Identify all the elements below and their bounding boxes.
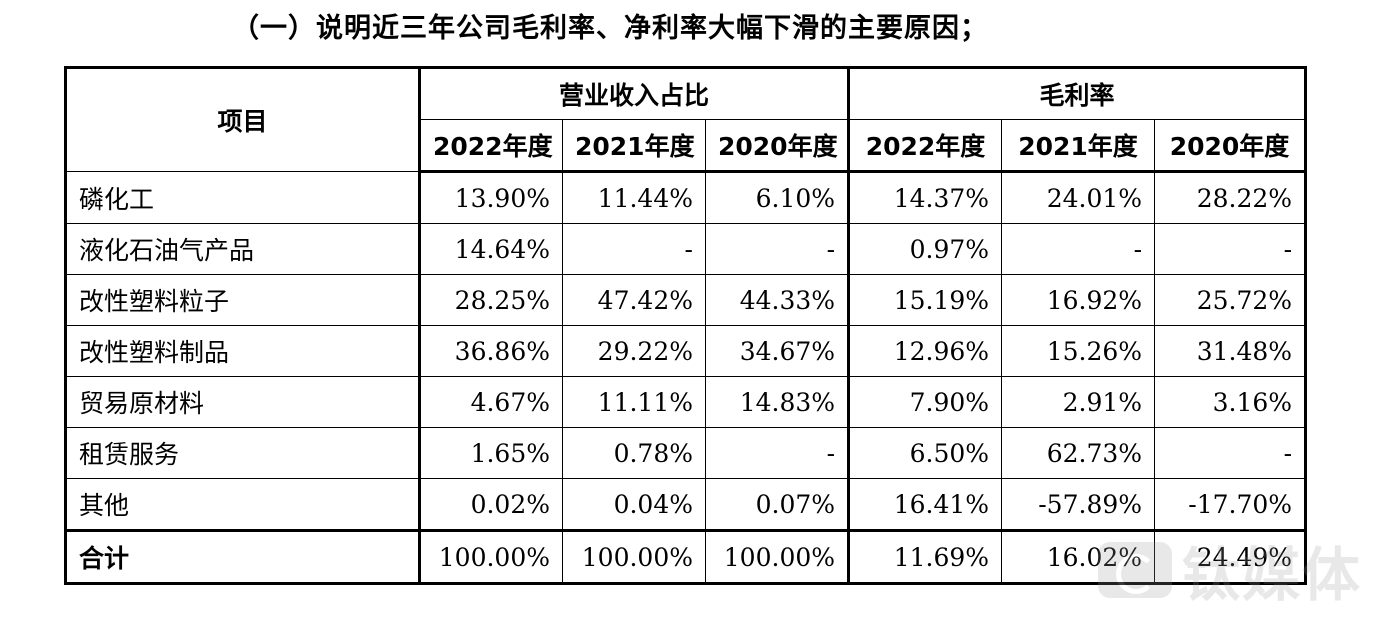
table-cell: 15.26% <box>1001 325 1156 377</box>
table-cell: 16.02% <box>1001 529 1156 584</box>
item-column-header: 项目 <box>65 67 421 172</box>
table-cell: 16.92% <box>1001 274 1156 326</box>
table-cell: 14.37% <box>847 171 1003 224</box>
table-cell: 3.16% <box>1154 376 1307 428</box>
row-label: 改性塑料制品 <box>65 325 421 377</box>
table-cell: 25.72% <box>1154 274 1307 326</box>
table-row: 磷化工 13.90% 11.44% 6.10% 14.37% 24.01% 28… <box>65 171 1307 224</box>
table-cell: -57.89% <box>1001 478 1156 531</box>
row-label: 租赁服务 <box>65 427 421 479</box>
table-cell: 62.73% <box>1001 427 1156 479</box>
year-header: 2020年度 <box>704 119 850 173</box>
table-cell: 0.97% <box>847 223 1003 275</box>
table-cell: 11.44% <box>562 171 706 224</box>
table-cell: 29.22% <box>562 325 706 377</box>
row-label: 液化石油气产品 <box>65 223 421 275</box>
table-cell: 44.33% <box>704 274 850 326</box>
table-row: 租赁服务 1.65% 0.78% - 6.50% 62.73% - <box>65 427 1307 479</box>
table-cell: 4.67% <box>419 376 563 428</box>
table-row: 改性塑料制品 36.86% 29.22% 34.67% 12.96% 15.26… <box>65 325 1307 377</box>
year-header: 2022年度 <box>419 119 563 173</box>
table-row: 改性塑料粒子 28.25% 47.42% 44.33% 15.19% 16.92… <box>65 274 1307 326</box>
table-cell: - <box>704 223 850 275</box>
year-header: 2022年度 <box>847 119 1003 173</box>
table-cell: 11.11% <box>562 376 706 428</box>
table-cell: 14.83% <box>704 376 850 428</box>
table-row: 贸易原材料 4.67% 11.11% 14.83% 7.90% 2.91% 3.… <box>65 376 1307 428</box>
year-header: 2021年度 <box>562 119 706 173</box>
margin-analysis-table: 项目 营业收入占比 毛利率 2022年度 2021年度 2020年度 2022年… <box>64 66 1308 585</box>
table-cell: 14.64% <box>419 223 563 275</box>
header-row-years: 2022年度 2021年度 2020年度 2022年度 2021年度 2020年… <box>66 119 1307 173</box>
section-heading: （一）说明近三年公司毛利率、净利率大幅下滑的主要原因； <box>232 13 988 44</box>
table-cell: 24.49% <box>1154 529 1307 584</box>
table-cell: 31.48% <box>1154 325 1307 377</box>
table-cell: 16.41% <box>847 478 1003 531</box>
total-row: 合计 100.00% 100.00% 100.00% 11.69% 16.02%… <box>65 529 1307 584</box>
table-cell: 7.90% <box>847 376 1003 428</box>
table-cell: 12.96% <box>847 325 1003 377</box>
table-cell: 36.86% <box>419 325 563 377</box>
row-label: 其他 <box>65 478 421 531</box>
table-cell: - <box>1001 223 1156 275</box>
table-row: 其他 0.02% 0.04% 0.07% 16.41% -57.89% -17.… <box>65 478 1307 531</box>
row-label: 改性塑料粒子 <box>65 274 421 326</box>
table-cell: 24.01% <box>1001 171 1156 224</box>
table-cell: 28.25% <box>419 274 563 326</box>
table-cell: 2.91% <box>1001 376 1156 428</box>
table-cell: 100.00% <box>419 529 563 584</box>
table-cell: 28.22% <box>1154 171 1307 224</box>
year-header: 2021年度 <box>1001 119 1156 173</box>
table-cell: 15.19% <box>847 274 1003 326</box>
table-cell: 1.65% <box>419 427 563 479</box>
table-cell: 6.10% <box>704 171 850 224</box>
table-cell: 34.67% <box>704 325 850 377</box>
table-cell: 0.02% <box>419 478 563 531</box>
header-row-groups: 项目 营业收入占比 毛利率 <box>65 67 1307 172</box>
row-label: 贸易原材料 <box>65 376 421 428</box>
table-cell: -17.70% <box>1154 478 1307 531</box>
table-cell: - <box>1154 427 1307 479</box>
table-cell: - <box>1154 223 1307 275</box>
table-cell: 11.69% <box>847 529 1003 584</box>
gross-margin-group-header: 毛利率 <box>847 67 1307 120</box>
total-label: 合计 <box>65 529 421 584</box>
table-cell: 6.50% <box>847 427 1003 479</box>
table-body: 磷化工 13.90% 11.44% 6.10% 14.37% 24.01% 28… <box>65 171 1307 584</box>
table-cell: 47.42% <box>562 274 706 326</box>
table-row: 液化石油气产品 14.64% - - 0.97% - - <box>65 223 1307 275</box>
row-label: 磷化工 <box>65 171 421 224</box>
year-header: 2020年度 <box>1154 119 1307 173</box>
table-cell: - <box>704 427 850 479</box>
table-cell: 0.78% <box>562 427 706 479</box>
table-cell: 100.00% <box>562 529 706 584</box>
revenue-share-group-header: 营业收入占比 <box>418 67 850 120</box>
table-cell: 0.07% <box>704 478 850 531</box>
table-cell: 0.04% <box>562 478 706 531</box>
table-cell: 100.00% <box>704 529 850 584</box>
table-cell: 13.90% <box>419 171 563 224</box>
table-cell: - <box>562 223 706 275</box>
